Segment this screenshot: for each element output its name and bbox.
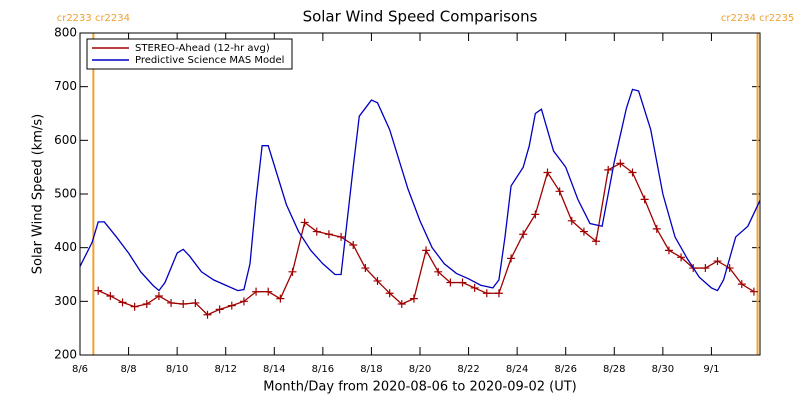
y-tick-label: 700 bbox=[54, 79, 77, 93]
point-marker bbox=[482, 289, 491, 298]
point-marker bbox=[446, 278, 455, 287]
point-marker bbox=[664, 246, 673, 255]
point-marker bbox=[154, 291, 163, 300]
point-marker bbox=[385, 289, 394, 298]
point-marker bbox=[677, 253, 686, 262]
y-tick-label: 500 bbox=[54, 187, 77, 201]
y-tick-label: 300 bbox=[54, 294, 77, 308]
point-marker bbox=[701, 264, 710, 273]
point-marker bbox=[713, 257, 722, 266]
point-marker bbox=[288, 267, 297, 276]
x-tick-label: 8/12 bbox=[214, 364, 236, 375]
point-marker bbox=[227, 301, 236, 310]
legend-box bbox=[86, 38, 293, 70]
point-marker bbox=[604, 165, 613, 174]
x-tick-label: 8/16 bbox=[312, 364, 334, 375]
legend-label: Predictive Science MAS Model bbox=[135, 55, 284, 66]
x-tick-label: 8/30 bbox=[652, 364, 674, 375]
x-tick-label: 9/1 bbox=[703, 364, 719, 375]
x-tick-label: 8/26 bbox=[554, 364, 576, 375]
point-marker bbox=[531, 210, 540, 219]
point-marker bbox=[579, 227, 588, 236]
point-marker bbox=[652, 224, 661, 233]
point-marker bbox=[458, 278, 467, 287]
point-marker bbox=[312, 227, 321, 236]
point-marker bbox=[749, 287, 758, 296]
point-marker bbox=[640, 195, 649, 204]
point-marker bbox=[361, 264, 370, 273]
point-marker bbox=[592, 237, 601, 246]
x-axis-label: Month/Day from 2020-08-06 to 2020-09-02 … bbox=[263, 380, 576, 395]
x-tick-label: 8/14 bbox=[263, 364, 285, 375]
point-marker bbox=[337, 232, 346, 241]
point-marker bbox=[252, 287, 261, 296]
legend-label: STEREO-Ahead (12-hr avg) bbox=[135, 43, 270, 54]
carrington-label: cr2233 cr2234 bbox=[57, 13, 130, 24]
point-marker bbox=[555, 187, 564, 196]
point-marker bbox=[106, 291, 115, 300]
point-marker bbox=[434, 267, 443, 276]
point-marker bbox=[567, 216, 576, 225]
point-marker bbox=[118, 298, 127, 307]
point-marker bbox=[94, 286, 103, 295]
point-marker bbox=[349, 240, 358, 249]
y-tick-label: 400 bbox=[54, 240, 77, 254]
x-tick-label: 8/22 bbox=[457, 364, 479, 375]
point-marker bbox=[300, 218, 309, 227]
point-marker bbox=[264, 287, 273, 296]
x-tick-label: 8/24 bbox=[506, 364, 528, 375]
point-marker bbox=[324, 230, 333, 239]
point-marker bbox=[519, 230, 528, 239]
y-tick-label: 200 bbox=[54, 348, 77, 362]
point-marker bbox=[142, 300, 151, 309]
y-axis-label: Solar Wind Speed (km/s) bbox=[31, 114, 46, 274]
point-marker bbox=[470, 283, 479, 292]
point-marker bbox=[179, 300, 188, 309]
point-marker bbox=[373, 276, 382, 285]
point-marker bbox=[616, 159, 625, 168]
chart-title: Solar Wind Speed Comparisons bbox=[303, 8, 538, 26]
y-tick-label: 600 bbox=[54, 133, 77, 147]
plot-frame bbox=[79, 32, 761, 356]
series-line bbox=[79, 88, 761, 292]
point-marker bbox=[203, 310, 212, 319]
y-tick-label: 800 bbox=[54, 26, 77, 40]
point-marker bbox=[167, 298, 176, 307]
point-marker bbox=[215, 305, 224, 314]
x-tick-label: 8/10 bbox=[166, 364, 188, 375]
x-tick-label: 8/6 bbox=[72, 364, 88, 375]
x-tick-label: 8/8 bbox=[121, 364, 137, 375]
point-marker bbox=[409, 294, 418, 303]
point-marker bbox=[397, 300, 406, 309]
point-marker bbox=[628, 168, 637, 177]
point-marker bbox=[276, 294, 285, 303]
point-marker bbox=[543, 168, 552, 177]
carrington-label: cr2234 cr2235 bbox=[721, 13, 794, 24]
point-marker bbox=[422, 246, 431, 255]
point-marker bbox=[507, 254, 516, 263]
point-marker bbox=[130, 302, 139, 311]
x-tick-label: 8/28 bbox=[603, 364, 625, 375]
point-marker bbox=[191, 298, 200, 307]
x-tick-label: 8/20 bbox=[409, 364, 431, 375]
point-marker bbox=[494, 289, 503, 298]
point-marker bbox=[239, 297, 248, 306]
point-marker bbox=[737, 280, 746, 289]
x-tick-label: 8/18 bbox=[360, 364, 382, 375]
